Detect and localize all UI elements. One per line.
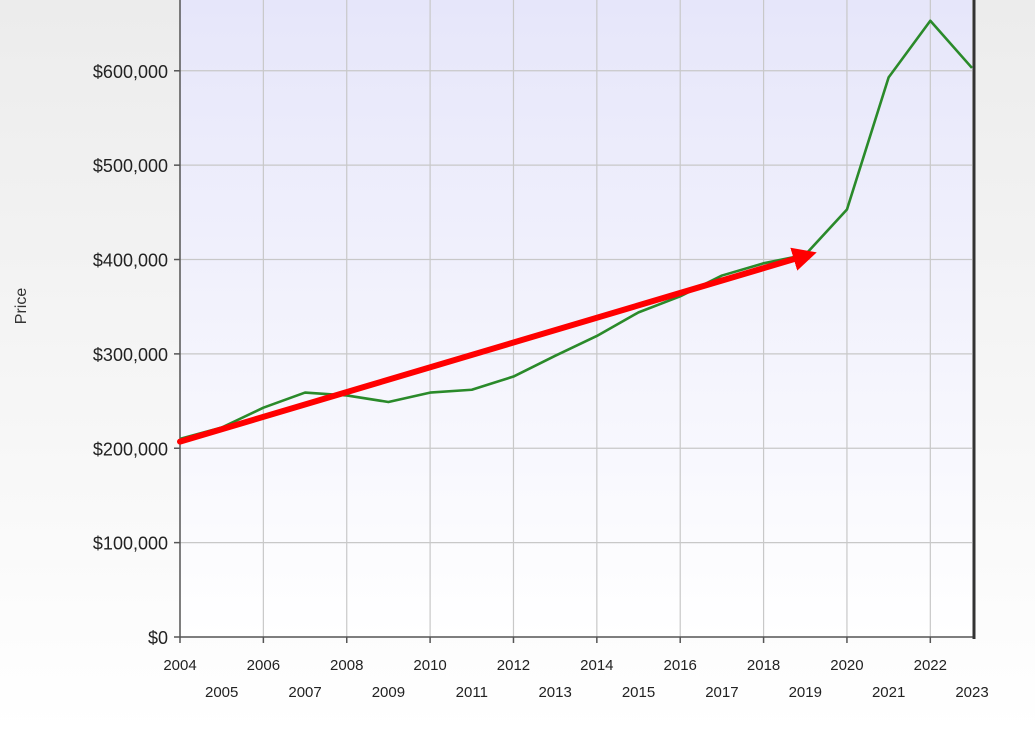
x-tick-label: 2016	[664, 657, 697, 674]
x-tick-label: 2023	[955, 684, 988, 701]
x-tick-label: 2014	[580, 657, 613, 674]
x-tick-label: 2008	[330, 657, 363, 674]
y-tick-label: $200,000	[93, 439, 168, 459]
trend-arrow	[177, 247, 817, 445]
x-tick-label: 2007	[288, 684, 321, 701]
x-tick-label: 2009	[372, 684, 405, 701]
x-tick-label: 2022	[914, 657, 947, 674]
x-tick-label: 2018	[747, 657, 780, 674]
x-tick-label: 2015	[622, 684, 655, 701]
axes	[179, 0, 976, 639]
x-tick-label: 2005	[205, 684, 238, 701]
y-axis-ticks: $0 $100,000 $200,000 $300,000 $400,000 $500,0…	[93, 62, 180, 648]
x-tick-label: 2004	[163, 657, 196, 674]
price-series-line	[179, 19, 973, 441]
plot-area	[180, 0, 972, 637]
y-tick-label: $400,000	[93, 251, 168, 271]
x-tick-label: 2019	[789, 684, 822, 701]
y-tick-label: $300,000	[93, 345, 168, 365]
x-tick-label: 2012	[497, 657, 530, 674]
x-tick-label: 2021	[872, 684, 905, 701]
y-tick-label: $0	[148, 628, 168, 648]
y-axis-title: Price	[13, 288, 30, 325]
x-tick-label: 2020	[830, 657, 863, 674]
x-axis-ticks: 2004 2005 2006 2007 2008 2009 2010 2011 2012 2013…	[163, 637, 989, 701]
x-tick-label: 2017	[705, 684, 738, 701]
x-tick-label: 2010	[413, 657, 446, 674]
y-tick-label: $500,000	[93, 156, 168, 176]
y-tick-label: $100,000	[93, 534, 168, 554]
x-tick-label: 2011	[456, 684, 488, 701]
y-tick-label: $600,000	[93, 62, 168, 82]
annotation-layer	[177, 247, 817, 445]
x-tick-label: 2006	[247, 657, 280, 674]
grid-lines	[180, 0, 972, 637]
x-tick-label: 2013	[538, 684, 571, 701]
